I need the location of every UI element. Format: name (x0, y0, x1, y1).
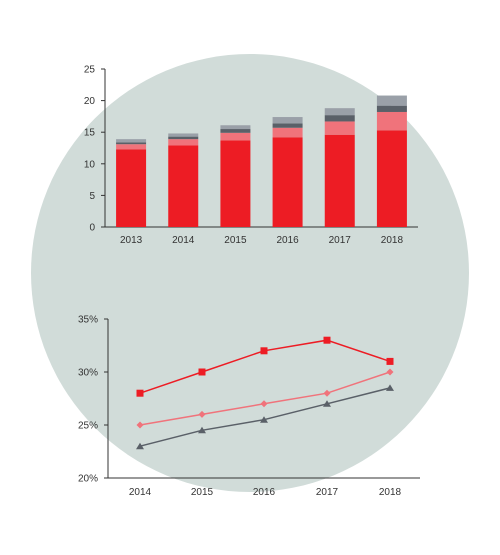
line-point-s2-2015 (198, 410, 206, 418)
line-x-tick-label: 2018 (379, 487, 402, 498)
line-point-s3-2018 (386, 384, 394, 391)
line-x-tick-label: 2016 (253, 487, 276, 498)
bar-segment-2018-s1 (376, 130, 407, 227)
line-point-s3-2017 (323, 400, 331, 407)
bar-y-tick-label: 25 (84, 65, 96, 76)
bar-segment-2016-s2 (272, 127, 303, 138)
bar-segment-2017-s1 (324, 134, 355, 227)
bar-x-tick-label: 2015 (224, 235, 247, 246)
bar-segment-2015-s2 (220, 132, 251, 141)
line-y-tick-label: 35% (78, 315, 98, 326)
line-point-s2-2017 (323, 389, 331, 397)
bar-segment-2013-s3 (116, 142, 147, 145)
bar-x-tick-label: 2017 (329, 235, 352, 246)
bar-y-tick-label: 20 (84, 96, 96, 107)
line-point-s1-2017 (323, 336, 331, 344)
line-point-s1-2016 (260, 347, 268, 355)
line-point-s3-2015 (198, 426, 206, 434)
bar-segment-2017-s3 (324, 115, 355, 122)
line-chart: 20% 25% 30% 35% 2014 2015 2016 2017 2018 (78, 315, 420, 498)
bar-x-tick-label: 2018 (381, 235, 404, 246)
bar-x-tick-label: 2014 (172, 235, 195, 246)
bar-segment-2013-s4 (116, 139, 147, 143)
bar-segment-2016-s4 (272, 117, 303, 124)
bar-segment-2016-s1 (272, 137, 303, 227)
line-point-s1-2015 (198, 368, 206, 376)
bar-segment-2013-s2 (116, 144, 147, 150)
line-point-s1-2014 (136, 389, 144, 397)
bar-segment-2014-s1 (168, 145, 199, 227)
bar-segment-2014-s2 (168, 139, 199, 146)
bar-segment-2015-s4 (220, 125, 251, 130)
bar-segment-2014-s3 (168, 136, 199, 140)
line-point-s3-2016 (260, 416, 268, 423)
line-point-s3-2014 (136, 442, 144, 450)
line-point-s2-2014 (136, 421, 144, 429)
bar-segment-2018-s3 (376, 105, 407, 112)
bar-segment-2017-s2 (324, 121, 355, 135)
line-x-tick-label: 2014 (129, 487, 152, 498)
stacked-bar-chart: 0 5 10 15 20 25 2013 2014 2015 2016 2017 2018 (84, 65, 418, 246)
bar-y-tick-label: 5 (89, 191, 95, 202)
bar-segment-2015-s3 (220, 129, 251, 133)
line-point-s2-2016 (260, 400, 268, 408)
bar-y-tick-label: 0 (89, 223, 95, 234)
bar-segment-2014-s4 (168, 133, 199, 137)
bar-segment-2018-s4 (376, 95, 407, 106)
line-x-tick-label: 2015 (191, 487, 214, 498)
bar-segment-2017-s4 (324, 108, 355, 116)
bar-segment-2015-s1 (220, 140, 251, 227)
bar-segment-2013-s1 (116, 149, 147, 227)
line-y-tick-label: 30% (78, 368, 98, 379)
bar-segment-2018-s2 (376, 111, 407, 131)
bar-x-tick-label: 2013 (120, 235, 143, 246)
line-x-tick-label: 2017 (316, 487, 339, 498)
bar-y-tick-label: 15 (84, 128, 96, 139)
bar-y-tick-label: 10 (84, 159, 96, 170)
bar-x-tick-label: 2016 (276, 235, 299, 246)
line-point-s2-2018 (386, 368, 394, 376)
line-point-s1-2018 (386, 357, 394, 365)
line-y-tick-label: 20% (78, 474, 98, 485)
bar-segment-2016-s3 (272, 123, 303, 128)
line-y-tick-label: 25% (78, 421, 98, 432)
